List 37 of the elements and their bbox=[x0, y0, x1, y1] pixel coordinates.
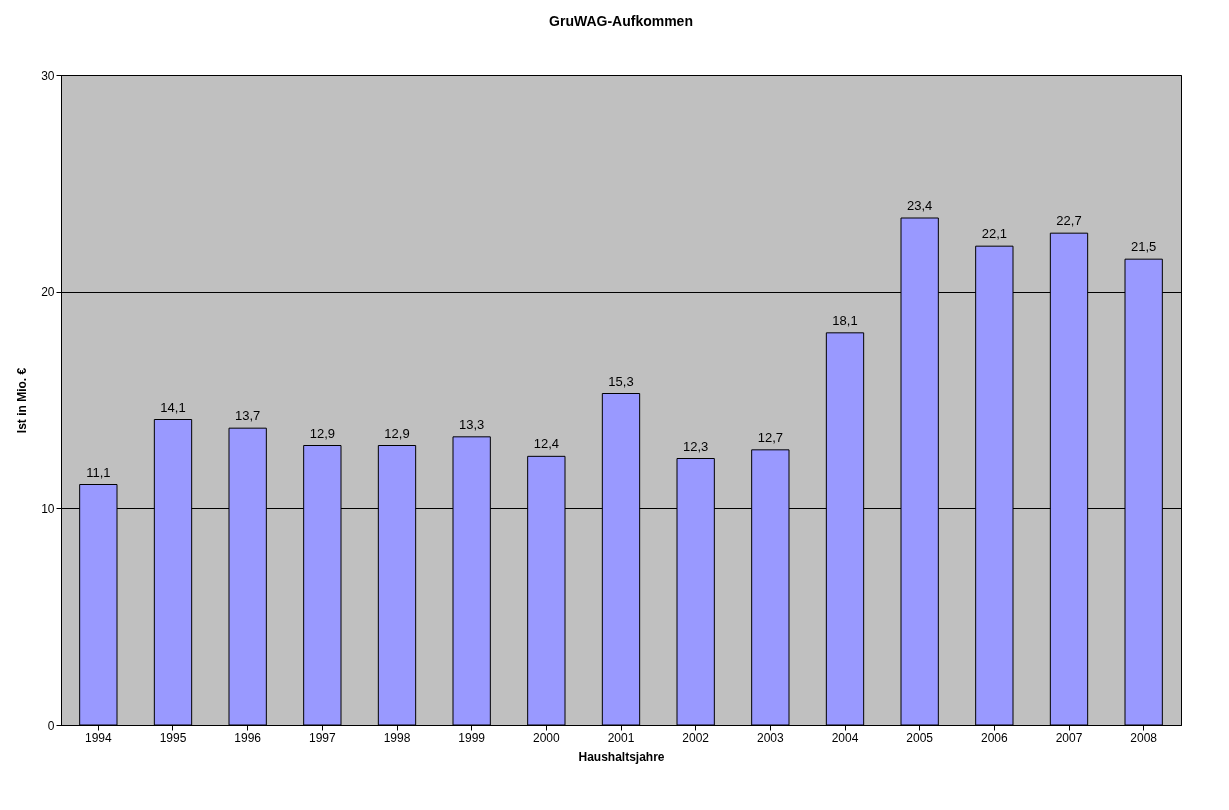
x-tick-label: 2001 bbox=[607, 730, 635, 745]
x-tick-label: 2006 bbox=[980, 730, 1008, 745]
x-tick-label: 2005 bbox=[906, 730, 934, 745]
y-tick-label: 30 bbox=[41, 68, 55, 83]
x-tick-label: 1999 bbox=[458, 730, 486, 745]
x-tick-label: 1997 bbox=[308, 730, 336, 745]
x-tick-label: 1994 bbox=[84, 730, 112, 745]
x-tick-label: 2004 bbox=[831, 730, 859, 745]
y-tick-label: 0 bbox=[47, 718, 55, 733]
y-tick-label: 10 bbox=[41, 501, 55, 516]
data-label: 12,7 bbox=[757, 429, 783, 445]
x-tick-label: 2002 bbox=[682, 730, 710, 745]
y-tick-label: 20 bbox=[41, 285, 55, 300]
data-label: 15,3 bbox=[608, 373, 634, 389]
y-axis-title: Ist in Mio. € bbox=[15, 367, 30, 434]
data-label: 12,4 bbox=[533, 436, 559, 452]
data-label: 18,1 bbox=[832, 312, 858, 328]
data-label: 11,1 bbox=[86, 464, 111, 480]
x-tick-label: 2000 bbox=[532, 730, 560, 745]
data-label: 22,1 bbox=[981, 226, 1007, 242]
x-axis-title: Haushaltsjahre bbox=[578, 749, 665, 764]
x-tick-label: 1996 bbox=[234, 730, 262, 745]
data-label: 23,4 bbox=[907, 198, 933, 213]
data-label: 22,7 bbox=[1056, 213, 1082, 229]
data-label: 13,7 bbox=[235, 408, 261, 424]
data-label: 21,5 bbox=[1131, 239, 1157, 255]
x-tick-label: 1995 bbox=[159, 730, 187, 745]
x-tick-label: 1998 bbox=[383, 730, 411, 745]
data-label: 12,9 bbox=[384, 425, 410, 441]
x-tick-label: 2008 bbox=[1130, 730, 1158, 745]
data-label: 14,1 bbox=[160, 399, 186, 415]
x-tick-label: 2007 bbox=[1055, 730, 1083, 745]
data-label: 12,3 bbox=[683, 438, 709, 454]
x-tick-label: 2003 bbox=[756, 730, 784, 745]
data-label: 12,9 bbox=[309, 425, 335, 441]
data-label: 13,3 bbox=[459, 416, 485, 432]
chart-title: GruWAG-Aufkommen bbox=[549, 13, 693, 29]
